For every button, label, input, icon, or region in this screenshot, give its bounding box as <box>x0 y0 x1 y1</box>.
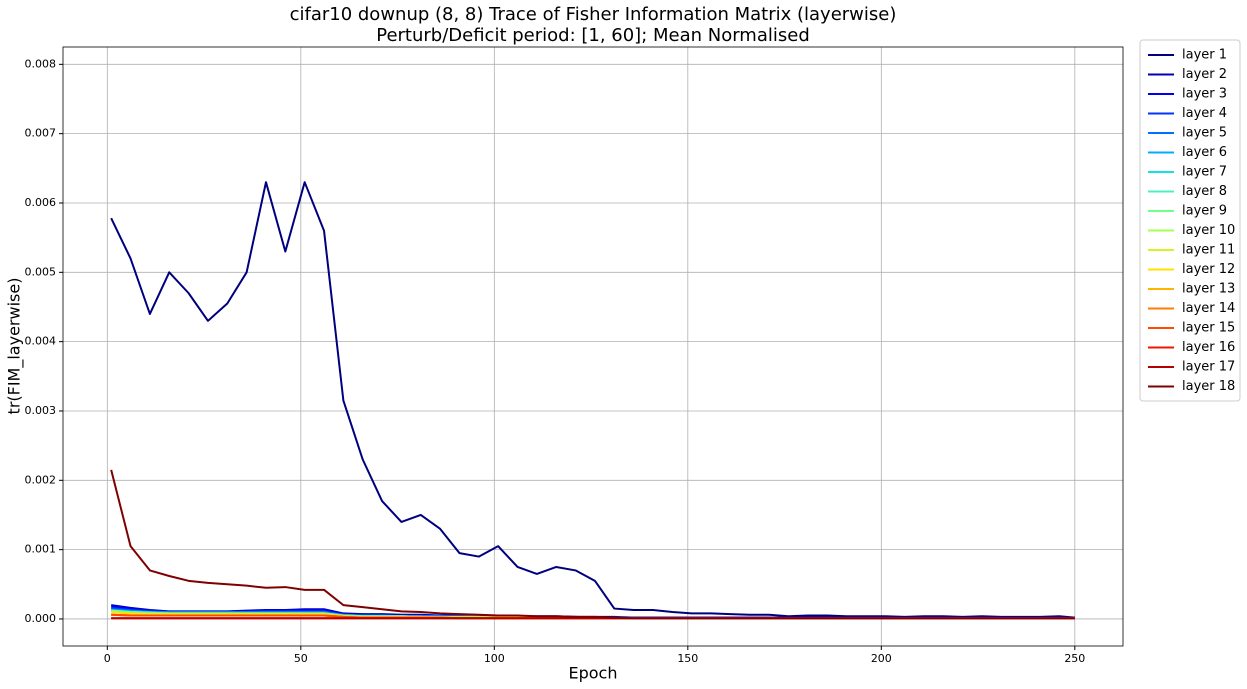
legend-label: layer 4 <box>1182 106 1227 121</box>
y-tick-label: 0.008 <box>25 57 57 70</box>
legend-label: layer 12 <box>1182 262 1235 277</box>
legend-label: layer 14 <box>1182 301 1235 316</box>
legend-label: layer 18 <box>1182 379 1235 394</box>
x-tick-label: 0 <box>104 652 111 665</box>
y-tick-label: 0.007 <box>25 127 57 140</box>
legend-box <box>1139 39 1241 402</box>
series-line <box>110 181 1075 619</box>
legend-label: layer 11 <box>1182 243 1235 258</box>
y-tick-label: 0.002 <box>25 473 57 486</box>
plot-frame <box>62 46 1124 647</box>
legend-label: layer 9 <box>1182 204 1227 219</box>
y-tick-label: 0.005 <box>25 265 57 278</box>
x-tick-label: 200 <box>871 652 892 665</box>
y-tick-label: 0.003 <box>25 404 57 417</box>
legend-label: layer 15 <box>1182 321 1235 336</box>
x-tick-label: 100 <box>484 652 505 665</box>
legend-label: layer 8 <box>1182 184 1227 199</box>
legend-label: layer 16 <box>1182 340 1235 355</box>
y-tick-label: 0.006 <box>25 196 57 209</box>
legend-label: layer 5 <box>1182 126 1227 141</box>
legend-label: layer 13 <box>1182 282 1235 297</box>
y-tick-label: 0.001 <box>25 543 57 556</box>
legend: layer 1 layer 2 layer 3 layer 4 layer 5 layer… <box>1139 39 1241 402</box>
chart-subtitle: Perturb/Deficit period: [1, 60]; Mean No… <box>376 25 810 46</box>
series-line <box>110 469 1075 620</box>
legend-label: layer 10 <box>1182 223 1235 238</box>
legend-label: layer 1 <box>1182 48 1227 63</box>
x-tick-label: 250 <box>1064 652 1085 665</box>
x-tick-label: 150 <box>677 652 698 665</box>
legend-label: layer 3 <box>1182 87 1227 102</box>
y-tick-label: 0.000 <box>25 612 57 625</box>
y-tick-label: 0.004 <box>25 335 57 348</box>
x-tick-label: 50 <box>294 652 308 665</box>
legend-label: layer 2 <box>1182 67 1227 82</box>
legend-label: layer 7 <box>1182 165 1227 180</box>
y-axis-label: tr(FIM_layerwise) <box>5 278 25 415</box>
chart-title: cifar10 downup (8, 8) Trace of Fisher In… <box>290 4 897 25</box>
legend-label: layer 6 <box>1182 145 1227 160</box>
x-axis-label: Epoch <box>569 664 618 683</box>
legend-label: layer 17 <box>1182 360 1235 375</box>
